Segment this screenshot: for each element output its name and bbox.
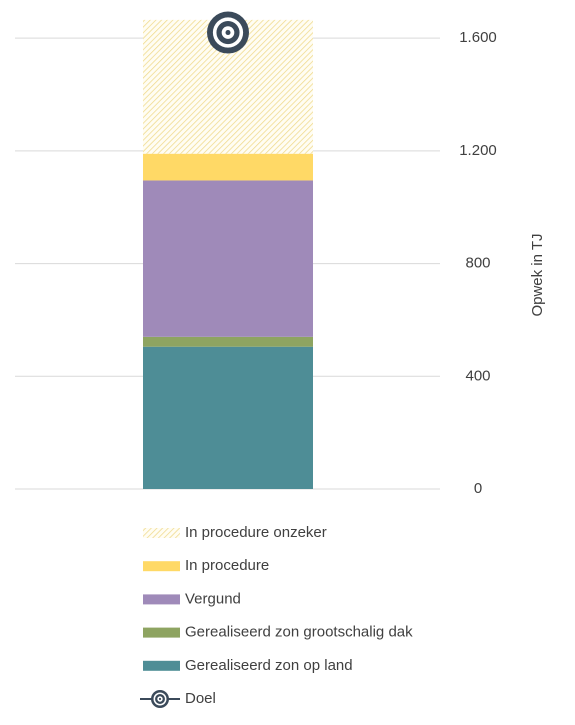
legend-swatch — [143, 594, 180, 605]
target-marker — [207, 11, 249, 54]
bar-segment — [143, 153, 313, 181]
bar-segment — [143, 336, 313, 347]
legend-swatch — [143, 660, 180, 671]
legend-swatch — [143, 627, 180, 638]
legend-label: Gerealiseerd zon op land — [185, 657, 353, 674]
bar-segment — [143, 346, 313, 489]
y-tick-label: 400 — [465, 367, 490, 384]
target-ring — [158, 697, 162, 701]
legend-label: In procedure onzeker — [185, 524, 327, 541]
y-tick-label: 0 — [474, 480, 482, 497]
y-tick-label: 1.200 — [459, 142, 497, 159]
y-axis-title: Opwek in TJ — [529, 233, 546, 316]
legend-label: Doel — [185, 690, 216, 707]
target-marker — [151, 690, 169, 708]
target-ring — [225, 30, 231, 36]
legend-label: In procedure — [185, 557, 269, 574]
bar-segment — [143, 180, 313, 337]
y-tick-label: 800 — [465, 255, 490, 272]
legend-label: Vergund — [185, 590, 241, 607]
y-tick-label: 1.600 — [459, 29, 497, 46]
legend-label: Gerealiseerd zon grootschalig dak — [185, 624, 413, 641]
legend-swatch — [143, 561, 180, 572]
legend-swatch — [143, 528, 180, 538]
